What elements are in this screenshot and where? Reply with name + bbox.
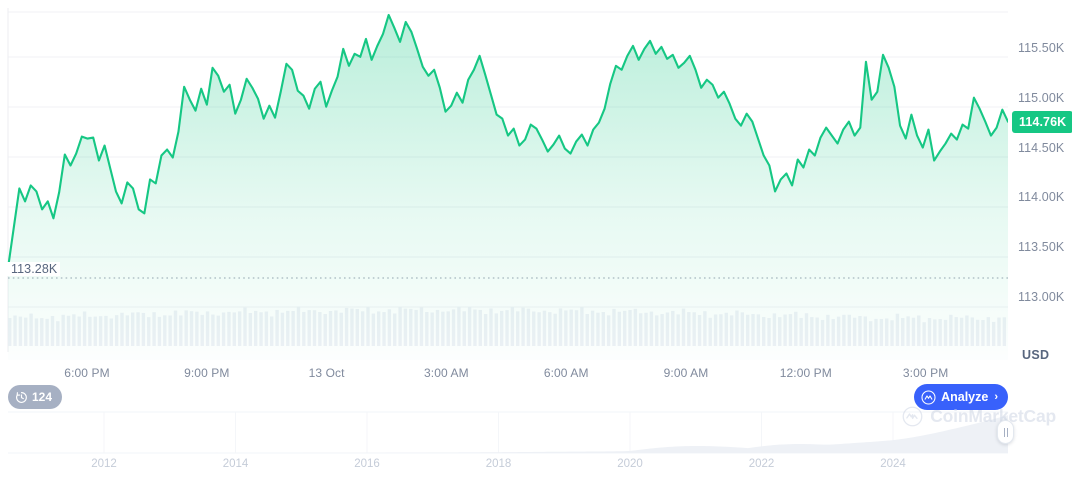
x-axis-tick: 3:00 AM <box>424 366 469 380</box>
navigator-area <box>8 415 1008 453</box>
low-price-label: 113.28K <box>0 262 61 277</box>
y-axis: 115.50K 115.00K 114.50K 114.00K 113.50K 113.0… <box>1008 0 1072 360</box>
x-axis: 6:00 PM 9:00 PM 13 Oct 3:00 AM 6:00 AM 9:00 A… <box>0 360 1008 390</box>
navigator-gridlines <box>103 412 894 453</box>
currency-label: USD <box>1022 348 1050 362</box>
price-line <box>6 13 1008 270</box>
x-axis-tick: 6:00 PM <box>64 366 110 380</box>
x-axis-tick: 13 Oct <box>308 366 345 380</box>
current-price-badge: 114.76K <box>1012 110 1072 133</box>
main-price-chart[interactable] <box>0 0 1008 360</box>
navigator-x-axis-tick: 2018 <box>485 458 512 470</box>
x-axis-tick: 9:00 AM <box>663 366 709 380</box>
y-axis-tick: 115.00K <box>1018 90 1065 105</box>
navigator-svg <box>8 411 1008 454</box>
price-chart-svg <box>6 8 1008 360</box>
y-axis-tick: 115.50K <box>1018 40 1065 55</box>
grip-line <box>1006 427 1008 437</box>
y-axis-tick: 113.50K <box>1018 240 1065 255</box>
range-navigator[interactable] <box>0 410 1008 455</box>
clock-history-icon <box>16 391 27 403</box>
y-axis-tick: 114.50K <box>1018 140 1065 155</box>
chevron-right-icon: › <box>994 391 998 403</box>
x-axis-tick: 3:00 PM <box>902 366 949 380</box>
price-area-fill <box>8 14 1008 360</box>
navigator-x-axis-tick: 2024 <box>880 458 906 470</box>
navigator-x-axis-tick: 2016 <box>354 458 380 470</box>
grip-line <box>1003 427 1005 437</box>
x-axis-tick: 6:00 AM <box>543 366 589 380</box>
navigator-x-axis-tick: 2022 <box>748 458 775 470</box>
y-axis-tick: 113.00K <box>1018 290 1065 305</box>
navigator-right-handle[interactable] <box>997 420 1014 444</box>
navigator-x-axis: 2012 2014 2016 2018 2020 2022 2024 <box>0 455 1008 477</box>
history-count-label: 124 <box>32 390 53 404</box>
y-axis-tick: 114.00K <box>1018 190 1065 205</box>
navigator-x-axis-tick: 2014 <box>222 458 249 470</box>
analyze-circle-icon <box>921 389 936 405</box>
navigator-x-axis-tick: 2020 <box>617 458 643 470</box>
history-count-pill[interactable]: 124 <box>8 385 63 409</box>
x-axis-tick: 12:00 PM <box>779 366 832 380</box>
x-axis-tick: 9:00 PM <box>184 366 230 380</box>
analyze-button-label: Analyze <box>941 390 989 404</box>
analyze-button[interactable]: Analyze › <box>914 384 1008 410</box>
navigator-x-axis-tick: 2012 <box>91 458 117 470</box>
